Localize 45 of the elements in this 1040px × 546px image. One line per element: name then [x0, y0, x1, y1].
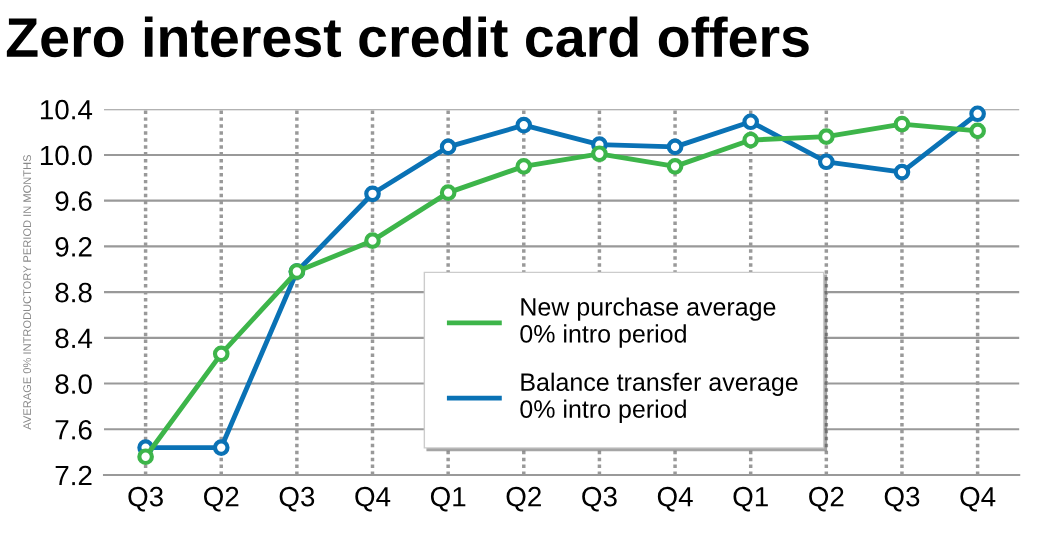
- y-tick-label: 8.4: [55, 328, 93, 349]
- y-tick-label: 9.2: [55, 237, 92, 257]
- point: [742, 113, 760, 131]
- point: [212, 345, 230, 363]
- point: [742, 131, 760, 149]
- x-tick-label: Q2: [204, 486, 239, 512]
- x-tick-label: Q3: [884, 486, 920, 512]
- point: [666, 158, 684, 175]
- point: [212, 439, 230, 456]
- x-tick-label: Q2: [809, 486, 844, 512]
- y-tick-label: 9.6: [55, 191, 92, 211]
- point: [515, 116, 533, 134]
- x-tick-label: Q1: [733, 486, 768, 512]
- y-tick-label: 8.0: [55, 374, 92, 394]
- point: [893, 163, 911, 181]
- point: [893, 115, 911, 133]
- y-tick-label: 7.2: [55, 465, 92, 486]
- x-tick-label: Q4: [960, 486, 996, 512]
- point: [515, 158, 533, 175]
- point: [591, 145, 608, 163]
- x-tick-label: Q4: [657, 486, 693, 512]
- x-tick-label: Q3: [279, 486, 315, 512]
- x-tick-label: Q4: [355, 486, 391, 512]
- x-tick-label: Q2: [506, 486, 541, 512]
- point: [666, 138, 684, 156]
- legend-label: Balance transfer average 0% intro period: [520, 372, 798, 423]
- y-tick-label: 10.0: [40, 145, 92, 166]
- point: [969, 122, 986, 140]
- point: [969, 105, 986, 123]
- point: [137, 448, 154, 466]
- y-tick-label: 10.4: [40, 99, 93, 120]
- point: [817, 153, 835, 171]
- y-axis-title: AVERAGE 0% INTRODUCTORY PERIOD IN MONTHS: [23, 155, 32, 430]
- x-tick-label: Q3: [582, 486, 617, 512]
- point: [817, 128, 835, 145]
- point: [439, 184, 457, 201]
- y-tick-label: 7.6: [55, 419, 92, 440]
- y-tick-label: 8.8: [55, 282, 92, 303]
- point: [364, 185, 381, 203]
- point: [364, 232, 381, 250]
- x-tick-label: Q1: [430, 486, 466, 512]
- legend-label: New purchase average 0% intro period: [520, 297, 776, 348]
- chart-title: Zero interest credit card offers: [6, 16, 809, 58]
- x-tick-label: Q3: [128, 486, 163, 512]
- point: [439, 138, 457, 156]
